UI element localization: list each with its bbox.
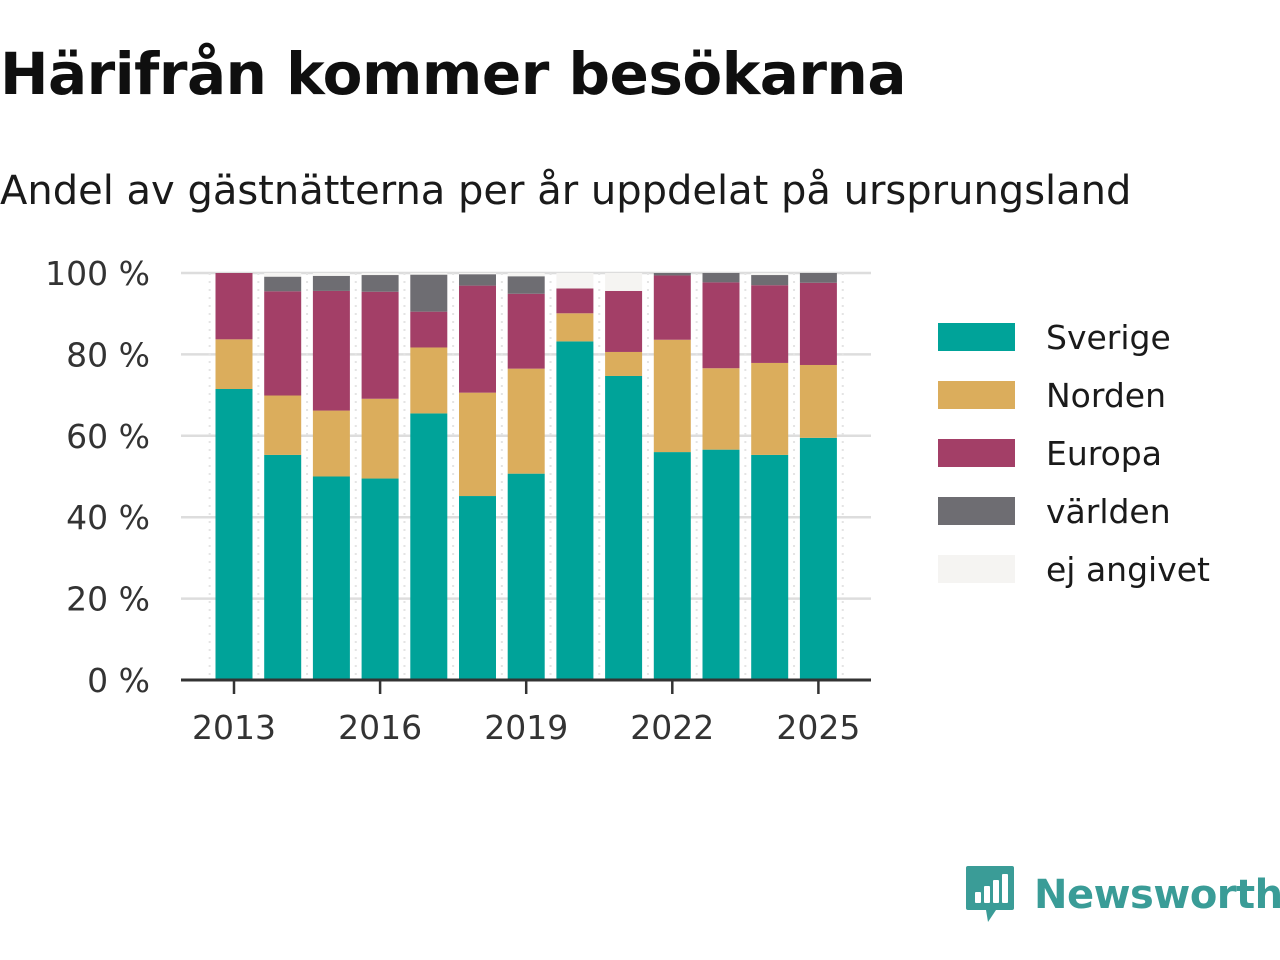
bar-segment-sverige-2023: [702, 449, 740, 680]
bar-segment-ej-angivet-2024: [751, 273, 789, 276]
newsworthy-logo: Newsworthy: [964, 864, 1280, 926]
chart-subtitle: Andel av gästnätterna per år uppdelat på…: [0, 168, 1132, 214]
y-tick-label: 40 %: [66, 498, 150, 537]
bar-segment-europa-2021: [605, 290, 643, 352]
bar-segment-ej-angivet-2015: [312, 273, 350, 276]
x-tick-label: 2013: [192, 708, 276, 747]
bar-segment-sverige-2024: [751, 454, 789, 680]
chart-legend: Sverige Norden Europa världen ej angivet: [938, 308, 1210, 598]
bar-segment-europa-2014: [264, 291, 302, 396]
y-tick-label: 80 %: [66, 335, 150, 374]
legend-swatch: [938, 497, 1015, 525]
bar-segment-ej-angivet-2016: [361, 273, 399, 276]
legend-label: Norden: [1046, 375, 1167, 415]
bar-segment-europa-2013: [215, 273, 253, 340]
legend-label: ej angivet: [1046, 549, 1210, 589]
bar-segment-norden-2025: [799, 364, 837, 438]
chart-title: Härifrån kommer besökarna: [0, 40, 906, 108]
bar-segment-norden-2022: [653, 339, 691, 453]
x-tick-label: 2016: [338, 708, 422, 747]
bar-segment-sverige-2014: [264, 454, 302, 680]
bar-segment-varlden-2024: [751, 275, 789, 286]
newsworthy-logo-icon: [966, 866, 1014, 922]
bar-segment-norden-2017: [410, 347, 448, 414]
legend-swatch: [938, 323, 1015, 351]
y-tick-label: 20 %: [66, 580, 150, 619]
bar-segment-europa-2020: [556, 288, 594, 314]
x-tick-label: 2025: [776, 708, 860, 747]
bar-segment-europa-2018: [459, 285, 496, 393]
legend-item-varlden: världen: [938, 482, 1210, 540]
bar-segment-europa-2022: [653, 275, 691, 340]
legend-item-sverige: Sverige: [938, 308, 1210, 366]
bar-segment-varlden-2025: [799, 273, 837, 283]
bar-segment-europa-2017: [410, 311, 448, 348]
legend-item-europa: Europa: [938, 424, 1210, 482]
bar-segment-sverige-2019: [507, 473, 545, 680]
legend-swatch: [938, 381, 1015, 409]
bar-segment-norden-2014: [264, 395, 302, 455]
bar-segment-ej-angivet-2020: [556, 273, 594, 289]
bar-segment-europa-2015: [312, 290, 350, 411]
bar-segment-norden-2013: [215, 339, 253, 389]
legend-swatch: [938, 555, 1015, 583]
x-tick-label: 2019: [484, 708, 568, 747]
legend-item-ej-angivet: ej angivet: [938, 540, 1210, 598]
y-tick-label: 0 %: [87, 661, 150, 700]
legend-label: världen: [1046, 491, 1171, 531]
bar-segment-norden-2020: [556, 313, 594, 342]
bar-segment-europa-2025: [799, 282, 837, 365]
bar-segment-varlden-2014: [264, 276, 302, 292]
bar-segment-ej-angivet-2019: [507, 273, 545, 277]
bar-segment-varlden-2023: [702, 273, 740, 283]
bar-segment-ej-angivet-2021: [605, 273, 643, 291]
bar-segment-norden-2018: [459, 392, 496, 497]
bar-segment-norden-2023: [702, 368, 740, 450]
bar-segment-varlden-2016: [361, 275, 399, 292]
legend-label: Sverige: [1046, 317, 1171, 357]
newsworthy-wordmark: Newsworthy: [1034, 872, 1280, 918]
bar-segment-varlden-2018: [459, 274, 496, 286]
bar-segment-europa-2024: [751, 285, 789, 363]
legend-label: Europa: [1046, 433, 1162, 473]
bar-segment-varlden-2017: [410, 274, 448, 312]
bar-segment-europa-2016: [361, 291, 399, 399]
bar-segment-varlden-2015: [312, 275, 350, 291]
bar-segment-ej-angivet-2014: [264, 273, 302, 277]
bar-segment-europa-2023: [702, 282, 740, 369]
y-tick-label: 100 %: [45, 254, 150, 293]
legend-swatch: [938, 439, 1015, 467]
bar-segment-sverige-2016: [361, 478, 399, 680]
bar-segment-norden-2016: [361, 398, 399, 479]
bar-segment-sverige-2022: [653, 452, 691, 680]
bar-segment-sverige-2020: [556, 341, 594, 680]
y-tick-label: 60 %: [66, 417, 150, 456]
bar-segment-ej-angivet-2018: [459, 273, 496, 275]
bar-segment-sverige-2015: [312, 476, 350, 680]
bar-segment-sverige-2013: [215, 388, 253, 680]
stacked-bar-chart: 0 % 20 % 40 % 60 % 80 % 100 % 2013 2016 2019 2022…: [45, 254, 871, 747]
bar-segment-norden-2019: [507, 368, 545, 474]
bar-segment-norden-2024: [751, 362, 789, 455]
bar-segment-ej-angivet-2017: [410, 273, 448, 275]
bar-segment-sverige-2018: [459, 496, 496, 680]
legend-item-norden: Norden: [938, 366, 1210, 424]
bar-segment-europa-2019: [507, 293, 545, 369]
bar-segment-sverige-2021: [605, 375, 643, 680]
bar-segment-sverige-2017: [410, 413, 448, 680]
bar-segment-varlden-2022: [653, 273, 691, 276]
x-tick-label: 2022: [630, 708, 714, 747]
bar-segment-norden-2015: [312, 410, 350, 477]
bar-segment-varlden-2019: [507, 276, 545, 294]
bar-segment-sverige-2025: [799, 437, 837, 680]
bar-segment-norden-2021: [605, 351, 643, 376]
